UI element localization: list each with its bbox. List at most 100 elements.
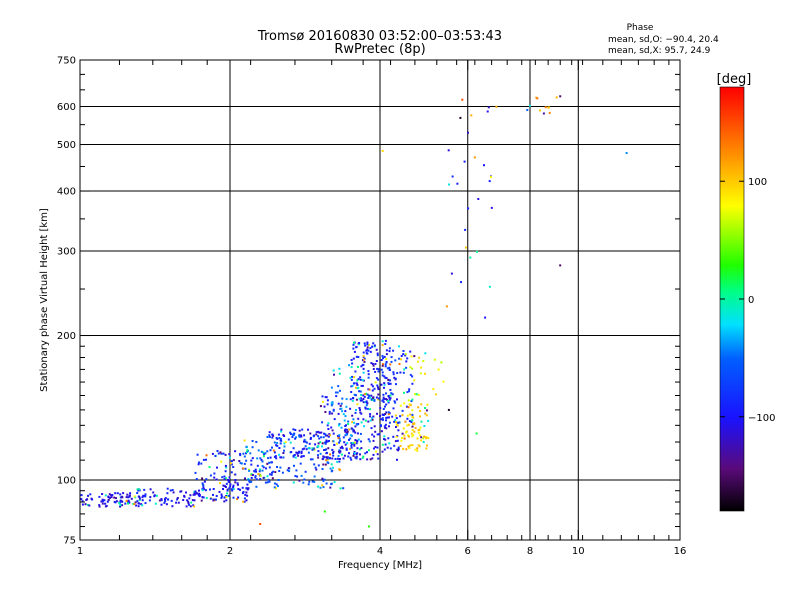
data-point (89, 493, 92, 496)
data-point (321, 400, 324, 403)
data-point (342, 487, 345, 490)
data-point (361, 379, 364, 382)
data-point (363, 357, 366, 360)
data-point (311, 458, 314, 461)
data-point (352, 347, 355, 350)
data-point (387, 378, 390, 381)
data-point (411, 435, 414, 438)
data-point (220, 495, 223, 498)
data-point (380, 430, 383, 433)
data-point (395, 423, 398, 426)
data-point (303, 478, 306, 481)
data-point (223, 485, 226, 488)
data-point (409, 366, 412, 369)
data-point (239, 462, 242, 465)
data-point (389, 394, 392, 397)
data-point (268, 434, 271, 437)
data-point (272, 434, 275, 437)
data-point (359, 378, 362, 381)
data-point (336, 460, 339, 463)
data-point (353, 376, 356, 379)
data-point (340, 453, 343, 456)
data-point (381, 149, 384, 152)
data-point (257, 449, 260, 452)
data-point (326, 434, 329, 437)
data-point (144, 502, 147, 505)
data-point (317, 485, 320, 488)
data-point (355, 398, 358, 401)
data-point (246, 488, 249, 491)
data-point (362, 394, 365, 397)
data-point (321, 395, 324, 398)
data-point (351, 375, 353, 378)
data-point (205, 497, 208, 500)
data-point (236, 498, 239, 500)
data-point (234, 481, 237, 484)
data-point (138, 498, 141, 501)
data-point (172, 491, 175, 494)
data-point (202, 486, 205, 489)
data-point (309, 436, 312, 439)
data-point (366, 402, 369, 405)
data-point (389, 397, 392, 400)
data-point (341, 397, 344, 400)
data-point (138, 488, 141, 491)
data-point (341, 447, 344, 450)
data-point (88, 504, 91, 507)
data-point (276, 466, 278, 468)
data-point (313, 475, 316, 478)
data-point (165, 503, 168, 506)
data-point (332, 450, 335, 453)
data-point (304, 445, 307, 448)
data-point (418, 356, 421, 359)
data-point (411, 382, 414, 385)
data-point (362, 351, 365, 354)
data-point (350, 391, 353, 393)
data-point (234, 450, 237, 453)
data-point (216, 466, 218, 469)
data-point (212, 498, 215, 501)
data-point (367, 373, 370, 376)
data-point (249, 452, 252, 455)
data-point (211, 452, 214, 455)
data-point (401, 414, 404, 417)
data-point (303, 447, 306, 450)
data-point (229, 483, 232, 486)
data-point (355, 457, 358, 460)
data-point (298, 434, 301, 437)
data-point (339, 450, 342, 453)
data-point (367, 376, 370, 379)
data-point (411, 416, 414, 418)
data-point (232, 466, 235, 468)
data-point (336, 434, 339, 437)
data-point (266, 450, 269, 453)
data-point (218, 490, 221, 493)
data-point (338, 435, 340, 438)
data-point (390, 356, 393, 359)
data-point (393, 420, 396, 423)
data-point (330, 404, 333, 407)
data-point (376, 433, 379, 436)
data-point (384, 443, 387, 446)
data-point (377, 393, 380, 396)
data-point (338, 450, 340, 453)
data-point (528, 104, 531, 107)
data-point (258, 470, 261, 473)
data-point (352, 454, 355, 457)
data-point (219, 482, 221, 485)
data-point (264, 481, 267, 484)
data-point (369, 347, 372, 350)
data-point (338, 372, 341, 375)
data-point (336, 391, 339, 394)
data-point (424, 372, 426, 375)
data-point (356, 452, 359, 455)
data-point (381, 443, 384, 446)
data-point (102, 500, 104, 503)
data-point (382, 393, 385, 396)
data-point (266, 475, 269, 478)
data-point (125, 499, 128, 502)
data-point (378, 433, 381, 436)
data-point (119, 493, 122, 496)
data-point (425, 436, 428, 438)
x-tick-label: 2 (227, 546, 233, 557)
